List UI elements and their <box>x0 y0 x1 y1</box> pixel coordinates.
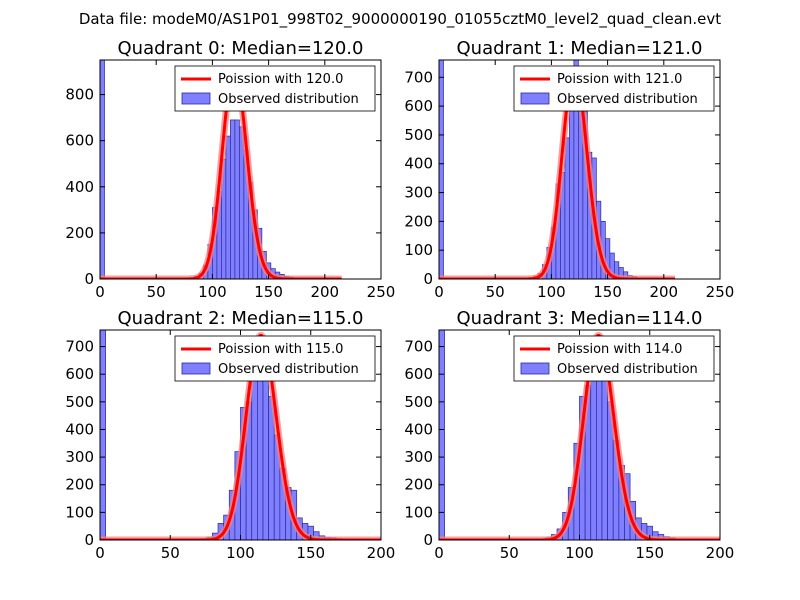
x-tick-label: 50 <box>161 544 180 562</box>
y-tick-label: 600 <box>65 365 94 383</box>
x-tick-label: 0 <box>434 544 444 562</box>
y-tick-label: 100 <box>65 503 94 521</box>
legend-label-observed: Observed distribution <box>557 362 698 377</box>
histogram-bar <box>601 368 608 540</box>
y-tick-label: 800 <box>65 86 94 104</box>
y-tick-label: 200 <box>404 212 433 230</box>
legend-label-observed: Observed distribution <box>218 362 359 377</box>
histogram-bar <box>230 119 236 279</box>
y-tick-label: 300 <box>404 184 433 202</box>
x-tick-label: 100 <box>198 283 227 301</box>
y-tick-label: 100 <box>404 241 433 259</box>
x-tick-label: 100 <box>226 544 255 562</box>
histogram-bar <box>262 373 269 540</box>
plot-area <box>100 60 345 279</box>
legend-label-poisson: Poission with 114.0 <box>557 342 682 357</box>
y-tick-label: 400 <box>65 420 94 438</box>
x-tick-label: 150 <box>635 544 664 562</box>
histogram-bar <box>564 137 570 279</box>
x-tick-label: 0 <box>434 283 444 301</box>
y-tick-label: 200 <box>65 476 94 494</box>
panel-quadrant-2: 0 50 100 150 200 0 100 200 300 400 500 600 700 Quadra… <box>65 308 395 562</box>
panel-quadrant-1: 0 50 100 150 200 250 0 100 200 300 400 500 600 700 Qua… <box>404 38 734 301</box>
y-tick-label: 0 <box>423 270 433 288</box>
y-tick-label: 600 <box>65 132 94 150</box>
histogram-bar <box>100 330 106 540</box>
x-tick-label: 150 <box>254 283 283 301</box>
legend: Poission with 120.0 Observed distribution <box>174 65 376 112</box>
y-tick-label: 0 <box>84 531 94 549</box>
y-tick-label: 500 <box>65 393 94 411</box>
x-tick-label: 50 <box>500 544 519 562</box>
figure-suptitle: Data file: modeM0/AS1P01_998T02_90000001… <box>79 10 721 29</box>
histogram-bar <box>225 135 231 279</box>
x-tick-label: 200 <box>706 544 735 562</box>
y-tick-label: 700 <box>404 68 433 86</box>
legend-bar-swatch <box>520 92 550 105</box>
y-tick-label: 200 <box>65 224 94 242</box>
panel-title: Quadrant 0: Median=120.0 <box>118 38 364 59</box>
y-tick-label: 600 <box>404 97 433 115</box>
axes-frame <box>99 59 382 280</box>
y-tick-label: 0 <box>423 531 433 549</box>
x-tick-label: 0 <box>95 283 105 301</box>
histogram-bar <box>251 365 258 540</box>
y-tick-label: 400 <box>404 420 433 438</box>
panel-title: Quadrant 3: Median=114.0 <box>457 308 703 329</box>
x-tick-label: 100 <box>537 283 566 301</box>
histogram-bar <box>439 60 444 279</box>
legend-label-poisson: Poission with 120.0 <box>218 72 343 87</box>
legend-label-observed: Observed distribution <box>557 92 698 107</box>
x-tick-label: 50 <box>147 283 166 301</box>
y-tick-label: 200 <box>404 476 433 494</box>
histogram-bar <box>100 60 105 279</box>
panel-title: Quadrant 1: Median=121.0 <box>457 38 703 59</box>
legend: Poission with 115.0 Observed distribution <box>174 335 376 382</box>
x-tick-label: 150 <box>593 283 622 301</box>
histogram-bar <box>234 119 240 279</box>
y-tick-label: 500 <box>404 393 433 411</box>
y-tick-label: 100 <box>404 503 433 521</box>
legend: Poission with 114.0 Observed distribution <box>513 335 715 382</box>
legend-bar-swatch <box>181 362 211 375</box>
legend-bar-swatch <box>520 362 550 375</box>
x-tick-label: 200 <box>367 544 396 562</box>
y-tick-label: 600 <box>404 365 433 383</box>
y-tick-label: 300 <box>404 448 433 466</box>
y-tick-label: 400 <box>65 178 94 196</box>
x-tick-label: 0 <box>95 544 105 562</box>
x-tick-label: 200 <box>649 283 678 301</box>
x-tick-label: 250 <box>367 283 396 301</box>
legend-bar-swatch <box>181 92 211 105</box>
legend-label-observed: Observed distribution <box>218 92 359 107</box>
legend-label-poisson: Poission with 115.0 <box>218 342 343 357</box>
panel-quadrant-3: 0 50 100 150 200 0 100 200 300 400 500 600 700 Quadra… <box>404 308 734 562</box>
poisson-curve <box>100 67 343 279</box>
panel-title: Quadrant 2: Median=115.0 <box>118 308 364 329</box>
y-tick-label: 300 <box>65 448 94 466</box>
poisson-curve <box>439 68 676 279</box>
plot-area <box>439 60 678 279</box>
y-tick-label: 500 <box>404 126 433 144</box>
y-tick-label: 400 <box>404 155 433 173</box>
histogram-bar <box>439 330 445 540</box>
legend: Poission with 121.0 Observed distribution <box>513 65 715 112</box>
legend-label-poisson: Poission with 121.0 <box>557 72 682 87</box>
x-tick-label: 50 <box>486 283 505 301</box>
y-tick-label: 700 <box>65 338 94 356</box>
x-tick-label: 250 <box>706 283 735 301</box>
axes-frame <box>438 59 721 280</box>
y-tick-label: 0 <box>84 270 94 288</box>
x-tick-label: 200 <box>310 283 339 301</box>
x-tick-label: 100 <box>565 544 594 562</box>
y-tick-label: 700 <box>404 338 433 356</box>
panel-quadrant-0: 0 50 100 150 200 250 0 200 400 600 800 Quadrant 0: … <box>65 38 395 301</box>
x-tick-label: 150 <box>296 544 325 562</box>
